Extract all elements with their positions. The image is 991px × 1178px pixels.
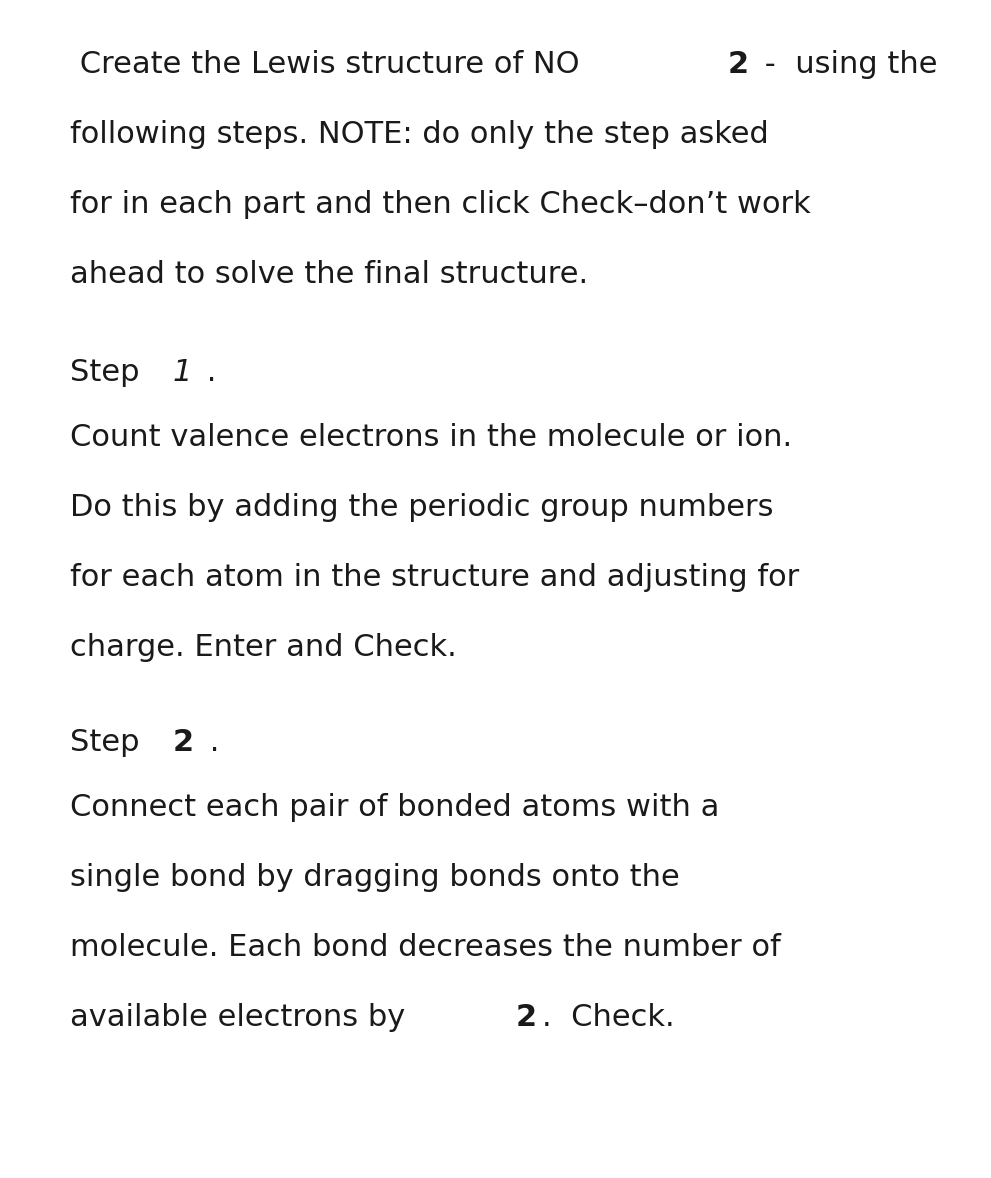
Text: for in each part and then click Check–don’t work: for in each part and then click Check–do… (70, 190, 811, 219)
Text: Create the Lewis structure of NO: Create the Lewis structure of NO (70, 49, 580, 79)
Text: charge. Enter and Check.: charge. Enter and Check. (70, 633, 457, 662)
Text: 1: 1 (172, 358, 191, 388)
Text: 2: 2 (172, 728, 193, 757)
Text: single bond by dragging bonds onto the: single bond by dragging bonds onto the (70, 863, 680, 892)
Text: Step: Step (70, 358, 150, 388)
Text: Step: Step (70, 728, 150, 757)
Text: molecule. Each bond decreases the number of: molecule. Each bond decreases the number… (70, 933, 781, 962)
Text: 2: 2 (515, 1002, 536, 1032)
Text: ahead to solve the final structure.: ahead to solve the final structure. (70, 260, 588, 289)
Text: following steps. NOTE: do only the step asked: following steps. NOTE: do only the step … (70, 120, 769, 148)
Text: Connect each pair of bonded atoms with a: Connect each pair of bonded atoms with a (70, 793, 719, 822)
Text: Count valence electrons in the molecule or ion.: Count valence electrons in the molecule … (70, 423, 792, 452)
Text: Do this by adding the periodic group numbers: Do this by adding the periodic group num… (70, 494, 774, 522)
Text: for each atom in the structure and adjusting for: for each atom in the structure and adjus… (70, 563, 800, 593)
Text: .: . (199, 728, 219, 757)
Text: 2: 2 (727, 49, 749, 79)
Text: .: . (197, 358, 217, 388)
Text: -  using the: - using the (755, 49, 937, 79)
Text: available electrons by: available electrons by (70, 1002, 415, 1032)
Text: .  Check.: . Check. (542, 1002, 675, 1032)
